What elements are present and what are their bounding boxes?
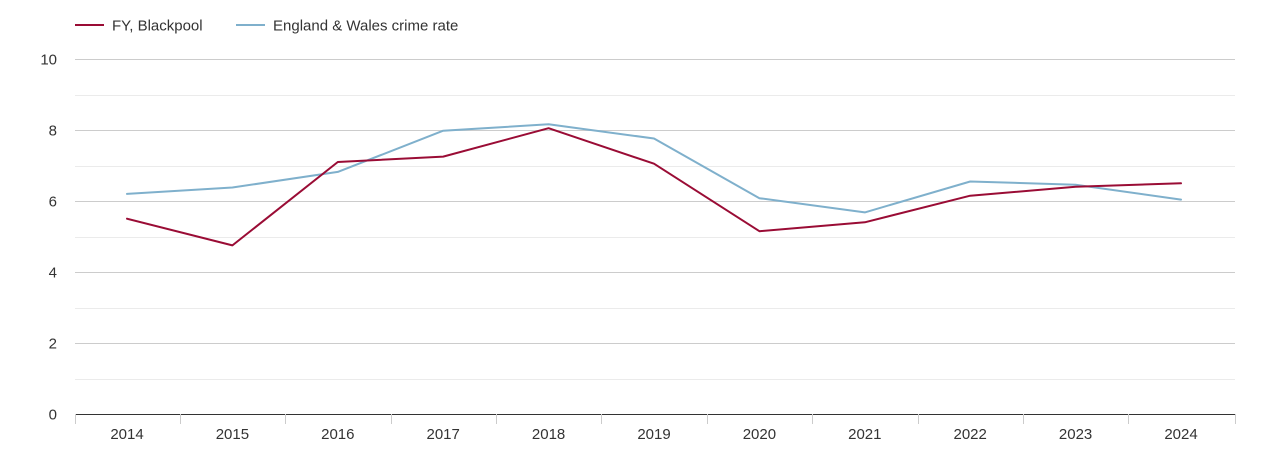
- x-tick-label: 2024: [1164, 426, 1197, 443]
- y-tick-label: 4: [49, 265, 57, 282]
- legend-label-blackpool: FY, Blackpool: [112, 18, 203, 35]
- grid-layer: [75, 59, 1235, 380]
- y-tick-label: 6: [49, 194, 57, 211]
- y-axis-ticks: 0 2 4 6 8 10: [40, 52, 57, 424]
- y-tick-label: 0: [49, 407, 57, 424]
- series-line-england-wales[interactable]: [126, 123, 1182, 214]
- series-layer: [126, 123, 1182, 247]
- x-tick-label: 2022: [954, 426, 987, 443]
- y-tick-label: 10: [40, 52, 57, 69]
- legend-item-series-1[interactable]: England & Wales crime rate: [236, 18, 458, 35]
- x-tick-label: 2020: [743, 426, 776, 443]
- x-tick-label: 2015: [216, 426, 249, 443]
- x-tick-label: 2017: [427, 426, 460, 443]
- legend-item-series-0[interactable]: FY, Blackpool: [75, 18, 203, 35]
- x-tick-label: 2018: [532, 426, 565, 443]
- x-tick-label: 2023: [1059, 426, 1092, 443]
- x-axis: 2014 2015 2016 2017 2018 2019 2020 2021 2022 2023…: [75, 414, 1236, 443]
- series-line-blackpool[interactable]: [126, 127, 1182, 247]
- y-tick-label: 8: [49, 123, 57, 140]
- legend[interactable]: FY, Blackpool England & Wales crime rate: [75, 18, 458, 35]
- y-tick-label: 2: [49, 336, 57, 353]
- x-tick-label: 2016: [321, 426, 354, 443]
- x-tick-label: 2019: [637, 426, 670, 443]
- x-tick-label: 2021: [848, 426, 881, 443]
- legend-label-england-wales: England & Wales crime rate: [273, 18, 458, 35]
- x-tick-label: 2014: [110, 426, 143, 443]
